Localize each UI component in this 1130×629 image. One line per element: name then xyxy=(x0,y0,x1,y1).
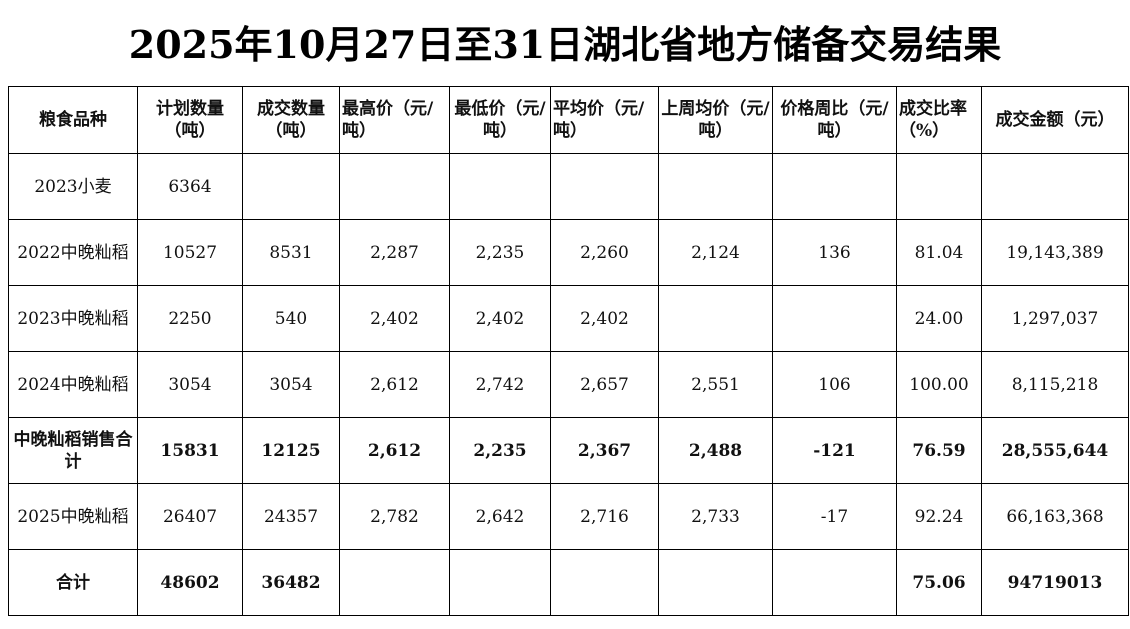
cell-trade-amount: 8,115,218 xyxy=(981,351,1129,418)
cell-last-week-avg xyxy=(658,285,773,352)
cell-max-price: 2,402 xyxy=(339,285,450,352)
cell-max-price: 2,782 xyxy=(339,483,450,550)
cell-max-price: 2,612 xyxy=(339,351,450,418)
table-row: 2024中晚籼稻 3054 3054 2,612 2,742 2,657 2,551 106 1… xyxy=(8,351,1129,418)
cell-max-price: 2,612 xyxy=(339,417,450,484)
cell-traded-qty: 36482 xyxy=(242,549,340,616)
cell-grain-type: 合计 xyxy=(8,549,138,616)
cell-planned-qty: 3054 xyxy=(137,351,243,418)
cell-planned-qty: 26407 xyxy=(137,483,243,550)
cell-traded-qty: 3054 xyxy=(242,351,340,418)
cell-max-price: 2,287 xyxy=(339,219,450,286)
header-planned-qty: 计划数量（吨） xyxy=(137,86,243,154)
cell-min-price: 2,235 xyxy=(449,219,551,286)
cell-planned-qty: 2250 xyxy=(137,285,243,352)
cell-trade-ratio: 92.24 xyxy=(896,483,982,550)
cell-trade-ratio xyxy=(896,153,982,220)
cell-planned-qty: 6364 xyxy=(137,153,243,220)
cell-trade-ratio: 76.59 xyxy=(896,417,982,484)
cell-traded-qty xyxy=(242,153,340,220)
cell-last-week-avg: 2,124 xyxy=(658,219,773,286)
cell-traded-qty: 24357 xyxy=(242,483,340,550)
cell-weekly-change: -17 xyxy=(772,483,897,550)
cell-max-price xyxy=(339,549,450,616)
header-min-price: 最低价（元/吨） xyxy=(449,86,551,154)
cell-grain-type: 中晚籼稻销售合计 xyxy=(8,417,138,484)
cell-avg-price: 2,716 xyxy=(550,483,659,550)
header-last-week-avg: 上周均价（元/吨） xyxy=(658,86,773,154)
cell-trade-amount: 66,163,368 xyxy=(981,483,1129,550)
header-trade-ratio: 成交比率（%） xyxy=(896,86,982,154)
header-traded-qty: 成交数量（吨） xyxy=(242,86,340,154)
cell-weekly-change: -121 xyxy=(772,417,897,484)
trading-results-table: 粮食品种 计划数量（吨） 成交数量（吨） 最高价（元/吨） 最低价（元/吨） 平… xyxy=(8,86,1129,616)
cell-weekly-change: 106 xyxy=(772,351,897,418)
table-header-row: 粮食品种 计划数量（吨） 成交数量（吨） 最高价（元/吨） 最低价（元/吨） 平… xyxy=(8,86,1129,154)
header-max-price: 最高价（元/吨） xyxy=(339,86,450,154)
cell-trade-amount: 19,143,389 xyxy=(981,219,1129,286)
cell-grain-type: 2025中晚籼稻 xyxy=(8,483,138,550)
cell-planned-qty: 48602 xyxy=(137,549,243,616)
cell-weekly-change: 136 xyxy=(772,219,897,286)
table-row: 2025中晚籼稻 26407 24357 2,782 2,642 2,716 2,733 -1… xyxy=(8,483,1129,550)
table-row: 2022中晚籼稻 10527 8531 2,287 2,235 2,260 2,124 136… xyxy=(8,219,1129,286)
cell-avg-price xyxy=(550,549,659,616)
table-row: 2023中晚籼稻 2250 540 2,402 2,402 2,402 24.00 1,297… xyxy=(8,285,1129,352)
header-grain-type: 粮食品种 xyxy=(8,86,138,154)
cell-grain-type: 2024中晚籼稻 xyxy=(8,351,138,418)
cell-planned-qty: 10527 xyxy=(137,219,243,286)
cell-planned-qty: 15831 xyxy=(137,417,243,484)
cell-avg-price: 2,657 xyxy=(550,351,659,418)
table-row: 中晚籼稻销售合计 15831 12125 2,612 2,235 2,367 2,488 -1… xyxy=(8,417,1129,484)
cell-grain-type: 2023中晚籼稻 xyxy=(8,285,138,352)
cell-min-price: 2,402 xyxy=(449,285,551,352)
cell-last-week-avg xyxy=(658,153,773,220)
cell-trade-ratio: 24.00 xyxy=(896,285,982,352)
cell-grain-type: 2022中晚籼稻 xyxy=(8,219,138,286)
cell-min-price: 2,642 xyxy=(449,483,551,550)
cell-avg-price: 2,367 xyxy=(550,417,659,484)
header-weekly-change: 价格周比（元/吨） xyxy=(772,86,897,154)
table-body: 2023小麦 6364 2022中晚籼稻 10527 8531 2,287 2,235 2,2… xyxy=(8,153,1129,616)
cell-last-week-avg xyxy=(658,549,773,616)
cell-trade-amount: 28,555,644 xyxy=(981,417,1129,484)
cell-last-week-avg: 2,551 xyxy=(658,351,773,418)
table-row: 合计 48602 36482 75.06 94719013 xyxy=(8,549,1129,616)
cell-trade-ratio: 100.00 xyxy=(896,351,982,418)
header-trade-amount: 成交金额（元） xyxy=(981,86,1129,154)
cell-min-price: 2,742 xyxy=(449,351,551,418)
cell-grain-type: 2023小麦 xyxy=(8,153,138,220)
cell-last-week-avg: 2,733 xyxy=(658,483,773,550)
cell-min-price: 2,235 xyxy=(449,417,551,484)
cell-trade-amount xyxy=(981,153,1129,220)
cell-weekly-change xyxy=(772,549,897,616)
cell-traded-qty: 8531 xyxy=(242,219,340,286)
cell-max-price xyxy=(339,153,450,220)
cell-trade-ratio: 75.06 xyxy=(896,549,982,616)
cell-trade-amount: 94719013 xyxy=(981,549,1129,616)
cell-traded-qty: 12125 xyxy=(242,417,340,484)
cell-last-week-avg: 2,488 xyxy=(658,417,773,484)
cell-weekly-change xyxy=(772,153,897,220)
page-title: 2025年10月27日至31日湖北省地方储备交易结果 xyxy=(128,22,1002,67)
header-avg-price: 平均价（元/吨） xyxy=(550,86,659,154)
cell-traded-qty: 540 xyxy=(242,285,340,352)
cell-min-price xyxy=(449,153,551,220)
cell-avg-price: 2,260 xyxy=(550,219,659,286)
cell-avg-price xyxy=(550,153,659,220)
cell-trade-ratio: 81.04 xyxy=(896,219,982,286)
table-row: 2023小麦 6364 xyxy=(8,153,1129,220)
cell-trade-amount: 1,297,037 xyxy=(981,285,1129,352)
cell-avg-price: 2,402 xyxy=(550,285,659,352)
cell-min-price xyxy=(449,549,551,616)
cell-weekly-change xyxy=(772,285,897,352)
